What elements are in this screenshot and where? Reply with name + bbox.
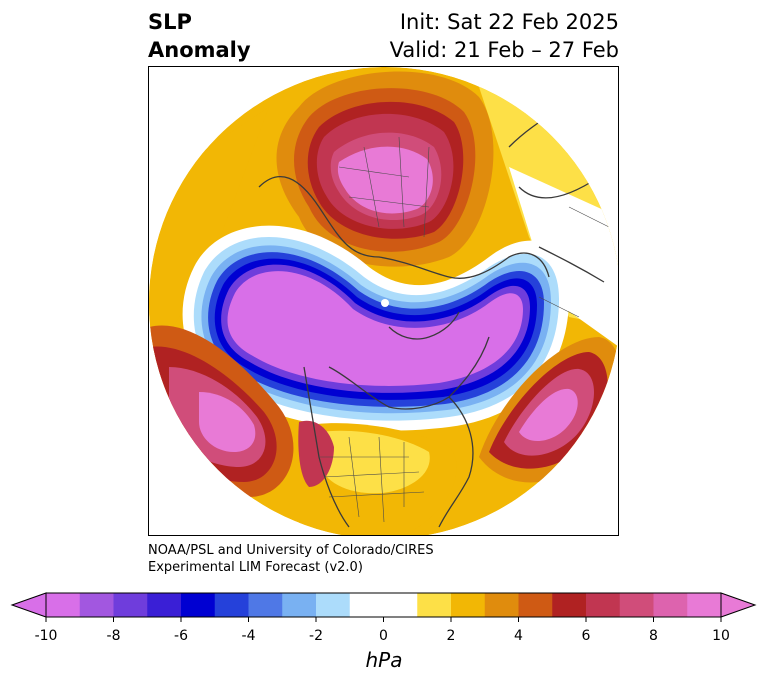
- colorbar-box: [113, 593, 148, 617]
- credit-text: NOAA/PSL and University of Colorado/CIRE…: [148, 542, 434, 576]
- colorbar-box: [147, 593, 182, 617]
- colorbar-box: [518, 593, 553, 617]
- valid-range: Valid: 21 Feb – 27 Feb: [389, 38, 619, 62]
- colorbar-box: [214, 593, 249, 617]
- anomaly-pos-namerica-light: [319, 430, 430, 494]
- colorbar-under-arrow: [10, 592, 47, 618]
- anomaly-field: [149, 67, 618, 535]
- colorbar: [10, 592, 757, 622]
- colorbar-box: [46, 593, 81, 617]
- colorbar-boxes: [45, 592, 722, 618]
- title-left: SLP Anomaly: [148, 8, 251, 64]
- anomaly-pos-pacific-core: [199, 392, 256, 452]
- colorbar-box: [687, 593, 722, 617]
- anomaly-pos-arctic-core: [337, 146, 433, 214]
- colorbar-box: [248, 593, 283, 617]
- colorbar-unit: hPa: [365, 648, 403, 672]
- colorbar-over-arrow: [720, 592, 757, 618]
- colorbar-box: [552, 593, 587, 617]
- colorbar-box: [653, 593, 688, 617]
- colorbar-tick-label: 10: [712, 628, 730, 644]
- colorbar-tick-label: -6: [174, 628, 188, 644]
- colorbar-tick-label: 6: [581, 628, 591, 644]
- colorbar-box: [79, 593, 114, 617]
- colorbar-box: [316, 593, 351, 617]
- anomaly-pos-atlantic-core: [519, 388, 578, 442]
- colorbar-tick-label: 8: [649, 628, 658, 644]
- colorbar-box: [282, 593, 317, 617]
- colorbar-tick-label: -10: [34, 628, 58, 644]
- title-right: Init: Sat 22 Feb 2025 Valid: 21 Feb – 27…: [390, 8, 619, 64]
- colorbar-box: [349, 593, 384, 617]
- credit-line-1: NOAA/PSL and University of Colorado/CIRE…: [148, 543, 434, 558]
- colorbar-tick-label: 0: [379, 628, 388, 644]
- anomaly-neg-core: [227, 271, 523, 386]
- pole-marker: [381, 299, 389, 307]
- init-date: Init: Sat 22 Feb 2025: [399, 10, 619, 34]
- colorbar-box: [181, 593, 216, 617]
- colorbar-tick-label: 2: [446, 628, 456, 644]
- anomaly-neutral-east: [509, 167, 618, 347]
- title-type: Anomaly: [148, 38, 251, 62]
- slp-anomaly-map: [149, 67, 618, 535]
- colorbar-box: [417, 593, 452, 617]
- anomaly-pos-alaska: [298, 420, 334, 487]
- map-panel: [148, 66, 619, 536]
- credit-line-2: Experimental LIM Forecast (v2.0): [148, 560, 363, 575]
- colorbar-box: [586, 593, 621, 617]
- colorbar-tick-label: 4: [514, 628, 523, 644]
- title-variable: SLP: [148, 10, 192, 34]
- colorbar-box: [484, 593, 519, 617]
- colorbar-ticks: [45, 617, 722, 622]
- colorbar-tick-label: -8: [106, 628, 121, 644]
- colorbar-box: [383, 593, 418, 617]
- colorbar-tick-label: -2: [309, 628, 323, 644]
- colorbar-box: [451, 593, 486, 617]
- colorbar-box: [619, 593, 654, 617]
- colorbar-tick-label: -4: [241, 628, 256, 644]
